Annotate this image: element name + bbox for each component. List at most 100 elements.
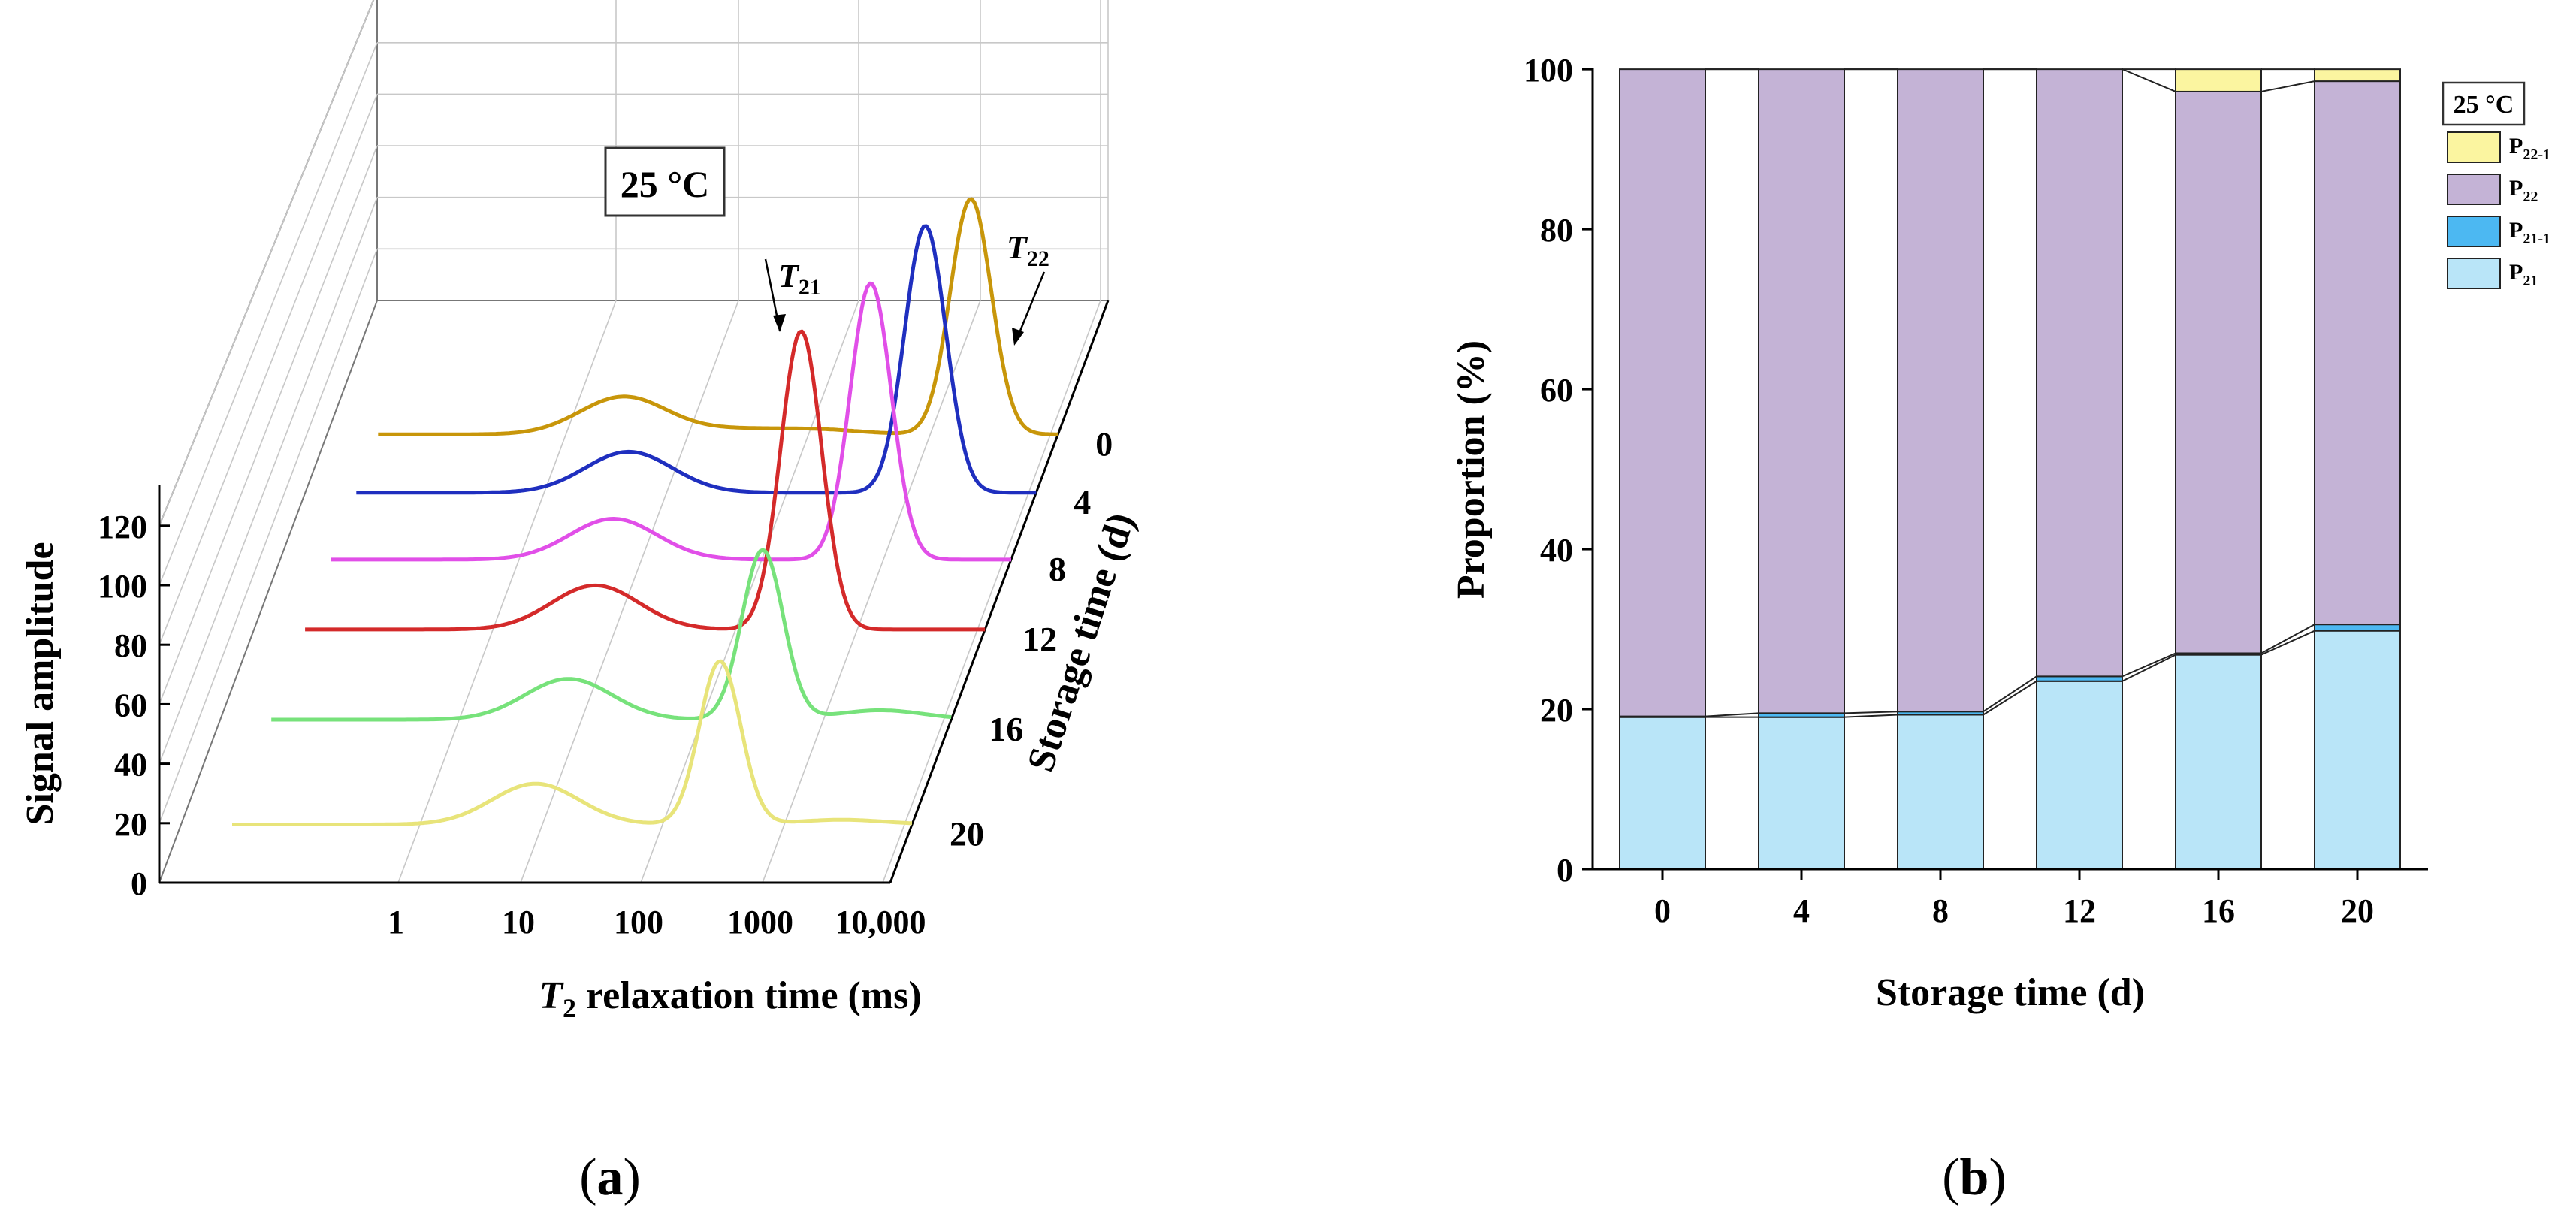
bar-segment-P22-1-day-16 (2175, 68, 2262, 92)
b-y-tick-label: 100 (1524, 52, 1573, 89)
y-tick-label: 60 (114, 687, 147, 723)
stacked-bars (1619, 68, 2401, 871)
z-tick-label: 4 (1074, 483, 1091, 521)
y-tick-label: 40 (114, 747, 147, 784)
panel-a-label-text: a (597, 1149, 624, 1206)
bar-segment-P21-day-0 (1619, 716, 1706, 871)
connector-line (2260, 624, 2315, 654)
b-y-tick-label: 40 (1540, 532, 1573, 569)
x-axis-title: T2 relaxation time (ms) (539, 974, 921, 1023)
b-y-tick-label: 0 (1557, 852, 1573, 889)
y-tick-label: 120 (98, 509, 147, 545)
legend-label-P21-1: P21-1 (2509, 218, 2550, 247)
b-y-axis-title: Proportion (%) (1450, 340, 1493, 599)
waterfall-3d-frame (159, 0, 1108, 883)
legend-swatch-P21-1 (2447, 216, 2501, 247)
peak-label-t21-symbol: T (778, 258, 800, 294)
svg-text:T22: T22 (1007, 229, 1049, 271)
connector-line (2122, 68, 2176, 92)
legend-label-P22: P22 (2509, 176, 2538, 205)
waterfall-curves (232, 197, 1058, 826)
y-tick-label: 80 (114, 627, 147, 664)
z-tick-label: 16 (989, 710, 1023, 748)
b-y-tick-group: 0 20 40 60 80 100 (1524, 52, 1593, 889)
y-tick-label: 100 (98, 568, 147, 605)
b-x-tick-label: 12 (2063, 892, 2096, 929)
peak-annotation-t22: T22 (1007, 229, 1049, 346)
peak-label-t21-sub: 21 (799, 275, 821, 300)
panel-a-label-open: ( (579, 1149, 596, 1206)
y-tick-label: 20 (114, 806, 147, 843)
bar-segment-P22-day-0 (1619, 68, 1706, 717)
b-x-tick-label: 0 (1654, 892, 1671, 929)
connector-line (2122, 654, 2176, 682)
bar-segment-P22-1-day-20 (2314, 68, 2401, 83)
b-y-tick-label: 20 (1540, 692, 1573, 729)
panel-a-label: (a) (579, 1149, 641, 1206)
waterfall-curve-day-8 (331, 281, 1011, 562)
connector-line (2260, 630, 2315, 656)
b-x-tick-label: 4 (1793, 892, 1810, 929)
temperature-label-box: 25 °C (604, 146, 726, 217)
legend-label-P21: P21 (2509, 260, 2538, 289)
legend-swatch-P22-1 (2447, 131, 2501, 163)
b-x-tick-group: 0 4 8 12 16 20 (1654, 869, 2374, 929)
panel-a-label-close: ) (624, 1149, 641, 1206)
b-x-axis-title: Storage time (d) (1876, 971, 2145, 1014)
x-axis-title-rest: relaxation time (ms) (576, 974, 922, 1017)
bar-segment-P21-day-4 (1758, 716, 1845, 871)
x-tick-label: 100 (614, 904, 663, 941)
connector-line (1983, 680, 2037, 716)
bar-segment-P22-day-16 (2175, 90, 2262, 654)
panel-b-label-open: ( (1942, 1149, 1959, 1206)
peak-label-t22-sub: 22 (1027, 246, 1049, 271)
z-tick-label: 8 (1049, 550, 1066, 588)
connector-line (1983, 675, 2037, 713)
panel-b-stacked-bar-chart: 0 20 40 60 80 100 0 4 8 12 16 20 Proportion (%) St… (1450, 52, 2550, 1206)
bar-segment-P21-day-12 (2036, 680, 2123, 870)
b-x-tick-label: 8 (1932, 892, 1949, 929)
legend-swatch-P21 (2447, 258, 2501, 289)
svg-text:T21: T21 (778, 258, 821, 300)
b-x-tick-label: 16 (2202, 892, 2235, 929)
connector-line (1705, 712, 1759, 717)
x-tick-label: 1 (388, 904, 404, 941)
waterfall-curve-day-4 (356, 224, 1037, 495)
x-tick-label: 10,000 (835, 904, 926, 941)
legend-label-P22-1: P22-1 (2509, 134, 2550, 163)
b-y-tick-label: 80 (1540, 212, 1573, 249)
z-tick-group: 048 12 16 20 (950, 424, 1113, 853)
z-tick-label: 20 (950, 815, 984, 853)
z-tick-label: 12 (1022, 620, 1057, 658)
peak-label-t22-symbol: T (1007, 229, 1028, 266)
panel-b-label-close: ) (1989, 1149, 2006, 1206)
waterfall-gridlines (159, 0, 1109, 883)
bar-segment-P22-day-4 (1758, 68, 1845, 714)
x-tick-label: 1000 (727, 904, 793, 941)
x-tick-label: 10 (502, 904, 535, 941)
temperature-label: 25 °C (621, 163, 710, 205)
waterfall-curve-day-16 (271, 548, 952, 722)
waterfall-curve-day-20 (232, 659, 913, 826)
waterfall-curve-day-12 (305, 329, 986, 632)
connector-line (1844, 714, 1898, 718)
y-tick-label: 0 (131, 865, 147, 902)
connector-line (2260, 80, 2315, 92)
z-axis-line (889, 300, 1110, 883)
bar-connector-lines (1705, 68, 2315, 718)
y-tick-group: 0 20 40 60 80 100 120 (98, 509, 170, 902)
z-tick-label: 0 (1095, 424, 1113, 463)
b-y-tick-label: 60 (1540, 372, 1573, 409)
peak-annotation-t21: T21 (764, 258, 821, 332)
bar-segment-P22-day-12 (2036, 68, 2123, 678)
x-tick-group: 1 10 100 1000 10,000 (388, 904, 926, 941)
connector-line (2122, 652, 2176, 678)
bar-segment-P21-1-day-20 (2314, 624, 2401, 632)
legend-title: 25 °C (2454, 91, 2514, 119)
panel-b-label: (b) (1942, 1149, 2007, 1206)
x-axis-title-sub: 2 (563, 993, 576, 1023)
bar-segment-P21-day-20 (2314, 630, 2401, 870)
legend-swatch-P22 (2447, 174, 2501, 205)
